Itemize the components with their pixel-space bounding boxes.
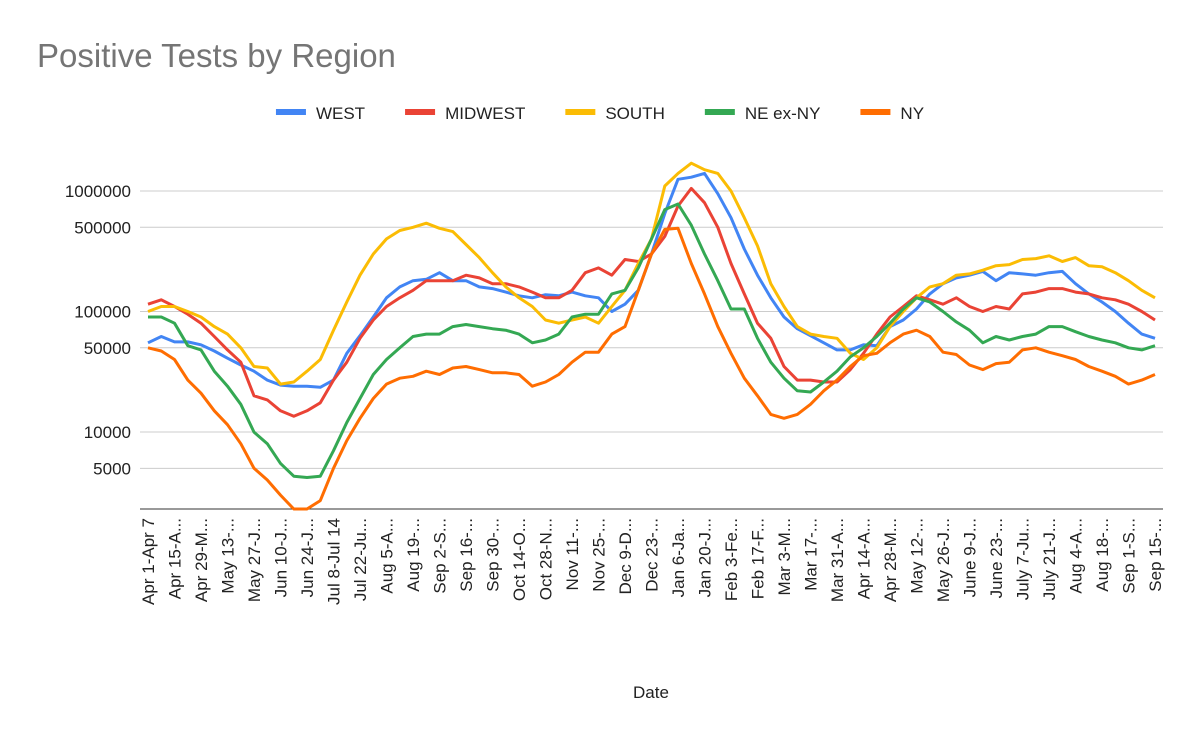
y-tick-label: 500000 — [74, 218, 131, 237]
x-tick-label: May 12-... — [908, 518, 927, 594]
lines — [147, 161, 1156, 511]
legend-label: SOUTH — [605, 104, 665, 123]
x-tick-label: Feb 3-Fe... — [722, 518, 741, 601]
x-tick-label: Oct 28-N... — [537, 518, 556, 600]
legend-swatch — [405, 109, 436, 115]
x-tick-label: July 7-Ju... — [1014, 518, 1033, 600]
series-line — [147, 186, 1156, 418]
x-tick-label: Jan 20-J... — [696, 518, 715, 597]
legend-swatch — [704, 109, 735, 115]
x-tick-label: Aug 19-... — [404, 518, 423, 592]
x-tick-label: Jun 10-J... — [272, 518, 291, 597]
x-tick-label: June 9-J... — [961, 518, 980, 597]
y-tick-label: 1000000 — [65, 182, 131, 201]
legend-label: WEST — [316, 104, 365, 123]
x-tick-label: Dec 23-... — [643, 518, 662, 592]
series-line — [148, 202, 1156, 479]
x-tick-label: Sep 16-... — [457, 518, 476, 592]
x-tick-label: Sep 1-S... — [1120, 518, 1139, 594]
x-tick-label: Apr 15-A... — [166, 518, 185, 599]
x-tick-label: Mar 3-M... — [775, 518, 794, 595]
x-tick-label: Dec 9-D... — [616, 518, 635, 595]
x-tick-label: Nov 11-... — [563, 518, 582, 590]
x-axis-label: Date — [633, 683, 669, 702]
x-tick-label: Sep 15-... — [1146, 518, 1165, 592]
series-line — [147, 161, 1156, 386]
x-tick-label: June 23-... — [987, 518, 1006, 598]
x-tick-label: Sep 2-S... — [431, 518, 450, 594]
series-line — [147, 171, 1156, 389]
x-tick-label: May 27-J... — [245, 518, 264, 602]
legend-swatch — [275, 109, 306, 115]
legend-swatch — [860, 109, 891, 115]
x-tick-label: Apr 1-Apr 7 — [139, 518, 158, 605]
x-tick-label: Aug 5-A... — [378, 518, 397, 594]
x-tick-label: May 13-... — [219, 518, 238, 594]
x-tick-label: Feb 17-F... — [749, 518, 768, 599]
legend-swatch — [565, 109, 596, 115]
x-tick-label: Aug 4-A... — [1067, 518, 1086, 594]
x-tick-label: Nov 25-... — [590, 518, 609, 592]
x-tick-label: Sep 30-... — [484, 518, 503, 592]
x-tick-label: Jul 8-Jul 14 — [325, 518, 344, 605]
x-tick-label: Apr 28-M... — [881, 518, 900, 602]
x-tick-label: Jun 24-J... — [298, 518, 317, 597]
legend-label: MIDWEST — [445, 104, 525, 123]
y-tick-label: 50000 — [84, 339, 131, 358]
chart-title: Positive Tests by Region — [37, 37, 396, 74]
x-tick-label: May 26-J... — [934, 518, 953, 602]
x-tick-label: Jan 6-Ja... — [669, 518, 688, 597]
y-tick-label: 100000 — [74, 303, 131, 322]
legend-label: NY — [900, 104, 924, 123]
legend: WEST MIDWEST SOUTH NE ex-NY NY — [275, 104, 924, 123]
x-tick-label: Apr 29-M... — [192, 518, 211, 602]
x-tick-label: Mar 31-A... — [828, 518, 847, 602]
y-tick-label: 10000 — [84, 423, 131, 442]
x-tick-label: Apr 14-A... — [855, 518, 874, 599]
x-tick-label: July 21-J... — [1040, 518, 1059, 600]
x-tick-label: Mar 17-... — [802, 518, 821, 591]
x-tick-label: Jul 22-Ju... — [351, 518, 370, 601]
x-tick-label: Aug 18-... — [1093, 518, 1112, 592]
x-tick-label: Oct 14-O... — [510, 518, 529, 601]
series-line — [147, 226, 1156, 511]
y-tick-label: 5000 — [93, 459, 131, 478]
legend-label: NE ex-NY — [745, 104, 821, 123]
grid: 5000 10000 50000 100000 500000 1000000 Apr 1-A… — [65, 182, 1165, 605]
